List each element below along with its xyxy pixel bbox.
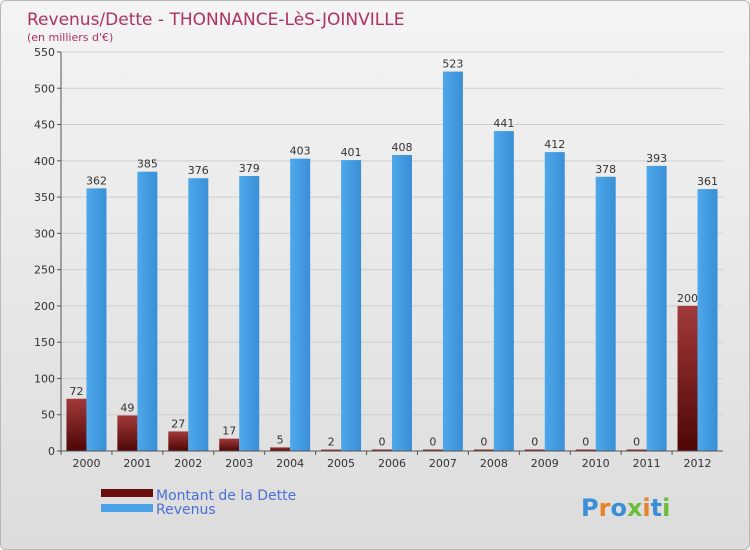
- bar-revenus: [239, 176, 260, 451]
- bar-dette-label: 0: [379, 436, 386, 449]
- bar-revenus-label: 408: [392, 141, 413, 154]
- legend-label-dette: Montant de la Dette: [156, 488, 296, 504]
- logo-letter: i: [642, 494, 650, 522]
- bar-dette-label: 200: [677, 292, 698, 305]
- y-tick-label: 0: [48, 445, 55, 458]
- bar-revenus-label: 379: [239, 162, 260, 175]
- bar-dette: [575, 449, 596, 451]
- bar-dette-label: 0: [531, 436, 538, 449]
- y-tick-label: 350: [34, 191, 55, 204]
- bar-dette: [117, 415, 138, 451]
- bar-revenus: [544, 152, 565, 451]
- x-tick-label: 2009: [531, 457, 559, 470]
- bar-dette: [626, 449, 647, 451]
- bar-revenus: [392, 155, 412, 452]
- bar-revenus-label: 412: [544, 138, 565, 151]
- y-tick-label: 550: [34, 46, 55, 59]
- bar-dette-label: 0: [429, 436, 436, 449]
- x-tick-label: 2008: [480, 457, 508, 470]
- bar-dette-label: 5: [277, 433, 284, 446]
- x-tick-label: 2003: [225, 457, 253, 470]
- y-tick-label: 100: [34, 372, 55, 385]
- x-tick-label: 2000: [72, 457, 100, 470]
- x-tick-label: 2002: [174, 457, 202, 470]
- bar-revenus-label: 441: [493, 117, 514, 130]
- legend-label-revenus: Revenus: [156, 502, 216, 518]
- y-tick-label: 250: [34, 264, 55, 277]
- bar-revenus: [697, 189, 718, 452]
- x-tick-label: 2001: [123, 457, 151, 470]
- bar-revenus-label: 401: [341, 146, 362, 159]
- y-axis-ticks: 0 50 100 150 200 250 300 350 400 450 500 550: [34, 46, 61, 458]
- bar-dette-label: 17: [222, 425, 236, 438]
- bar-revenus: [595, 176, 616, 451]
- logo-letter: t: [651, 494, 662, 522]
- bar-revenus: [290, 158, 311, 451]
- x-tick-label: 2011: [633, 457, 661, 470]
- bars: 72 362 49 385 27 376 17 379 5 403 2 401 0 408 0 523 0 441…: [66, 58, 718, 452]
- x-tick-label: 2007: [429, 457, 457, 470]
- logo-letter: o: [610, 494, 627, 522]
- bar-dette-label: 27: [171, 417, 185, 430]
- chart-subtitle: (en milliers d'€): [27, 31, 113, 44]
- bar-dette: [66, 398, 87, 451]
- bar-dette: [321, 449, 342, 451]
- y-tick-label: 400: [34, 155, 55, 168]
- y-tick-label: 200: [34, 300, 55, 313]
- x-tick-label: 2010: [582, 457, 610, 470]
- bar-revenus-label: 362: [86, 174, 107, 187]
- y-tick-label: 50: [41, 409, 55, 422]
- bar-dette: [473, 449, 494, 451]
- bar-revenus: [86, 188, 107, 452]
- bar-revenus-label: 403: [290, 145, 311, 158]
- legend-swatch-dette: [101, 489, 153, 497]
- bar-dette: [270, 447, 291, 451]
- bar-dette-label: 0: [480, 436, 487, 449]
- bar-revenus-label: 376: [188, 164, 209, 177]
- legend-swatch-revenus: [101, 504, 153, 512]
- bar-dette-label: 2: [328, 436, 335, 449]
- y-tick-label: 500: [34, 82, 55, 95]
- bar-revenus-label: 393: [646, 152, 667, 165]
- bar-revenus-label: 361: [697, 175, 718, 188]
- bar-dette: [219, 438, 240, 451]
- bar-revenus-label: 385: [137, 158, 158, 171]
- bar-revenus: [137, 171, 158, 451]
- proxiti-logo: Proxiti: [581, 494, 670, 522]
- bar-dette-label: 0: [582, 436, 589, 449]
- chart-title: Revenus/Dette - THONNANCE-LèS-JOINVILLE: [27, 10, 404, 30]
- logo-letter: x: [627, 494, 643, 522]
- y-tick-label: 450: [34, 119, 55, 132]
- bar-revenus: [341, 160, 362, 452]
- bar-dette: [168, 431, 189, 451]
- y-tick-label: 300: [34, 227, 55, 240]
- logo-letter: i: [662, 494, 670, 522]
- logo-letter: P: [581, 494, 599, 522]
- x-tick-label: 2006: [378, 457, 406, 470]
- bar-revenus-label: 378: [595, 163, 616, 176]
- x-tick-label: 2004: [276, 457, 304, 470]
- legend: Montant de la Dette Revenus: [101, 488, 296, 518]
- bar-dette-label: 0: [633, 436, 640, 449]
- bar-revenus: [493, 131, 514, 452]
- logo-letter: r: [599, 494, 611, 522]
- bar-dette: [524, 449, 545, 451]
- x-tick-label: 2005: [327, 457, 355, 470]
- y-tick-label: 150: [34, 336, 55, 349]
- bar-revenus: [442, 71, 463, 451]
- bar-dette: [677, 305, 698, 451]
- bar-dette-label: 72: [69, 385, 83, 398]
- bar-revenus: [646, 165, 667, 451]
- bar-revenus-label: 523: [442, 58, 463, 71]
- x-tick-label: 2012: [684, 457, 712, 470]
- bar-revenus: [188, 178, 209, 451]
- x-axis-ticks: 2000 2001 2002 2003 2004 2005 2006 2007 2008 2009…: [60, 451, 712, 470]
- bar-dette: [422, 449, 443, 451]
- bar-dette: [372, 449, 392, 451]
- bar-dette-label: 49: [120, 401, 134, 414]
